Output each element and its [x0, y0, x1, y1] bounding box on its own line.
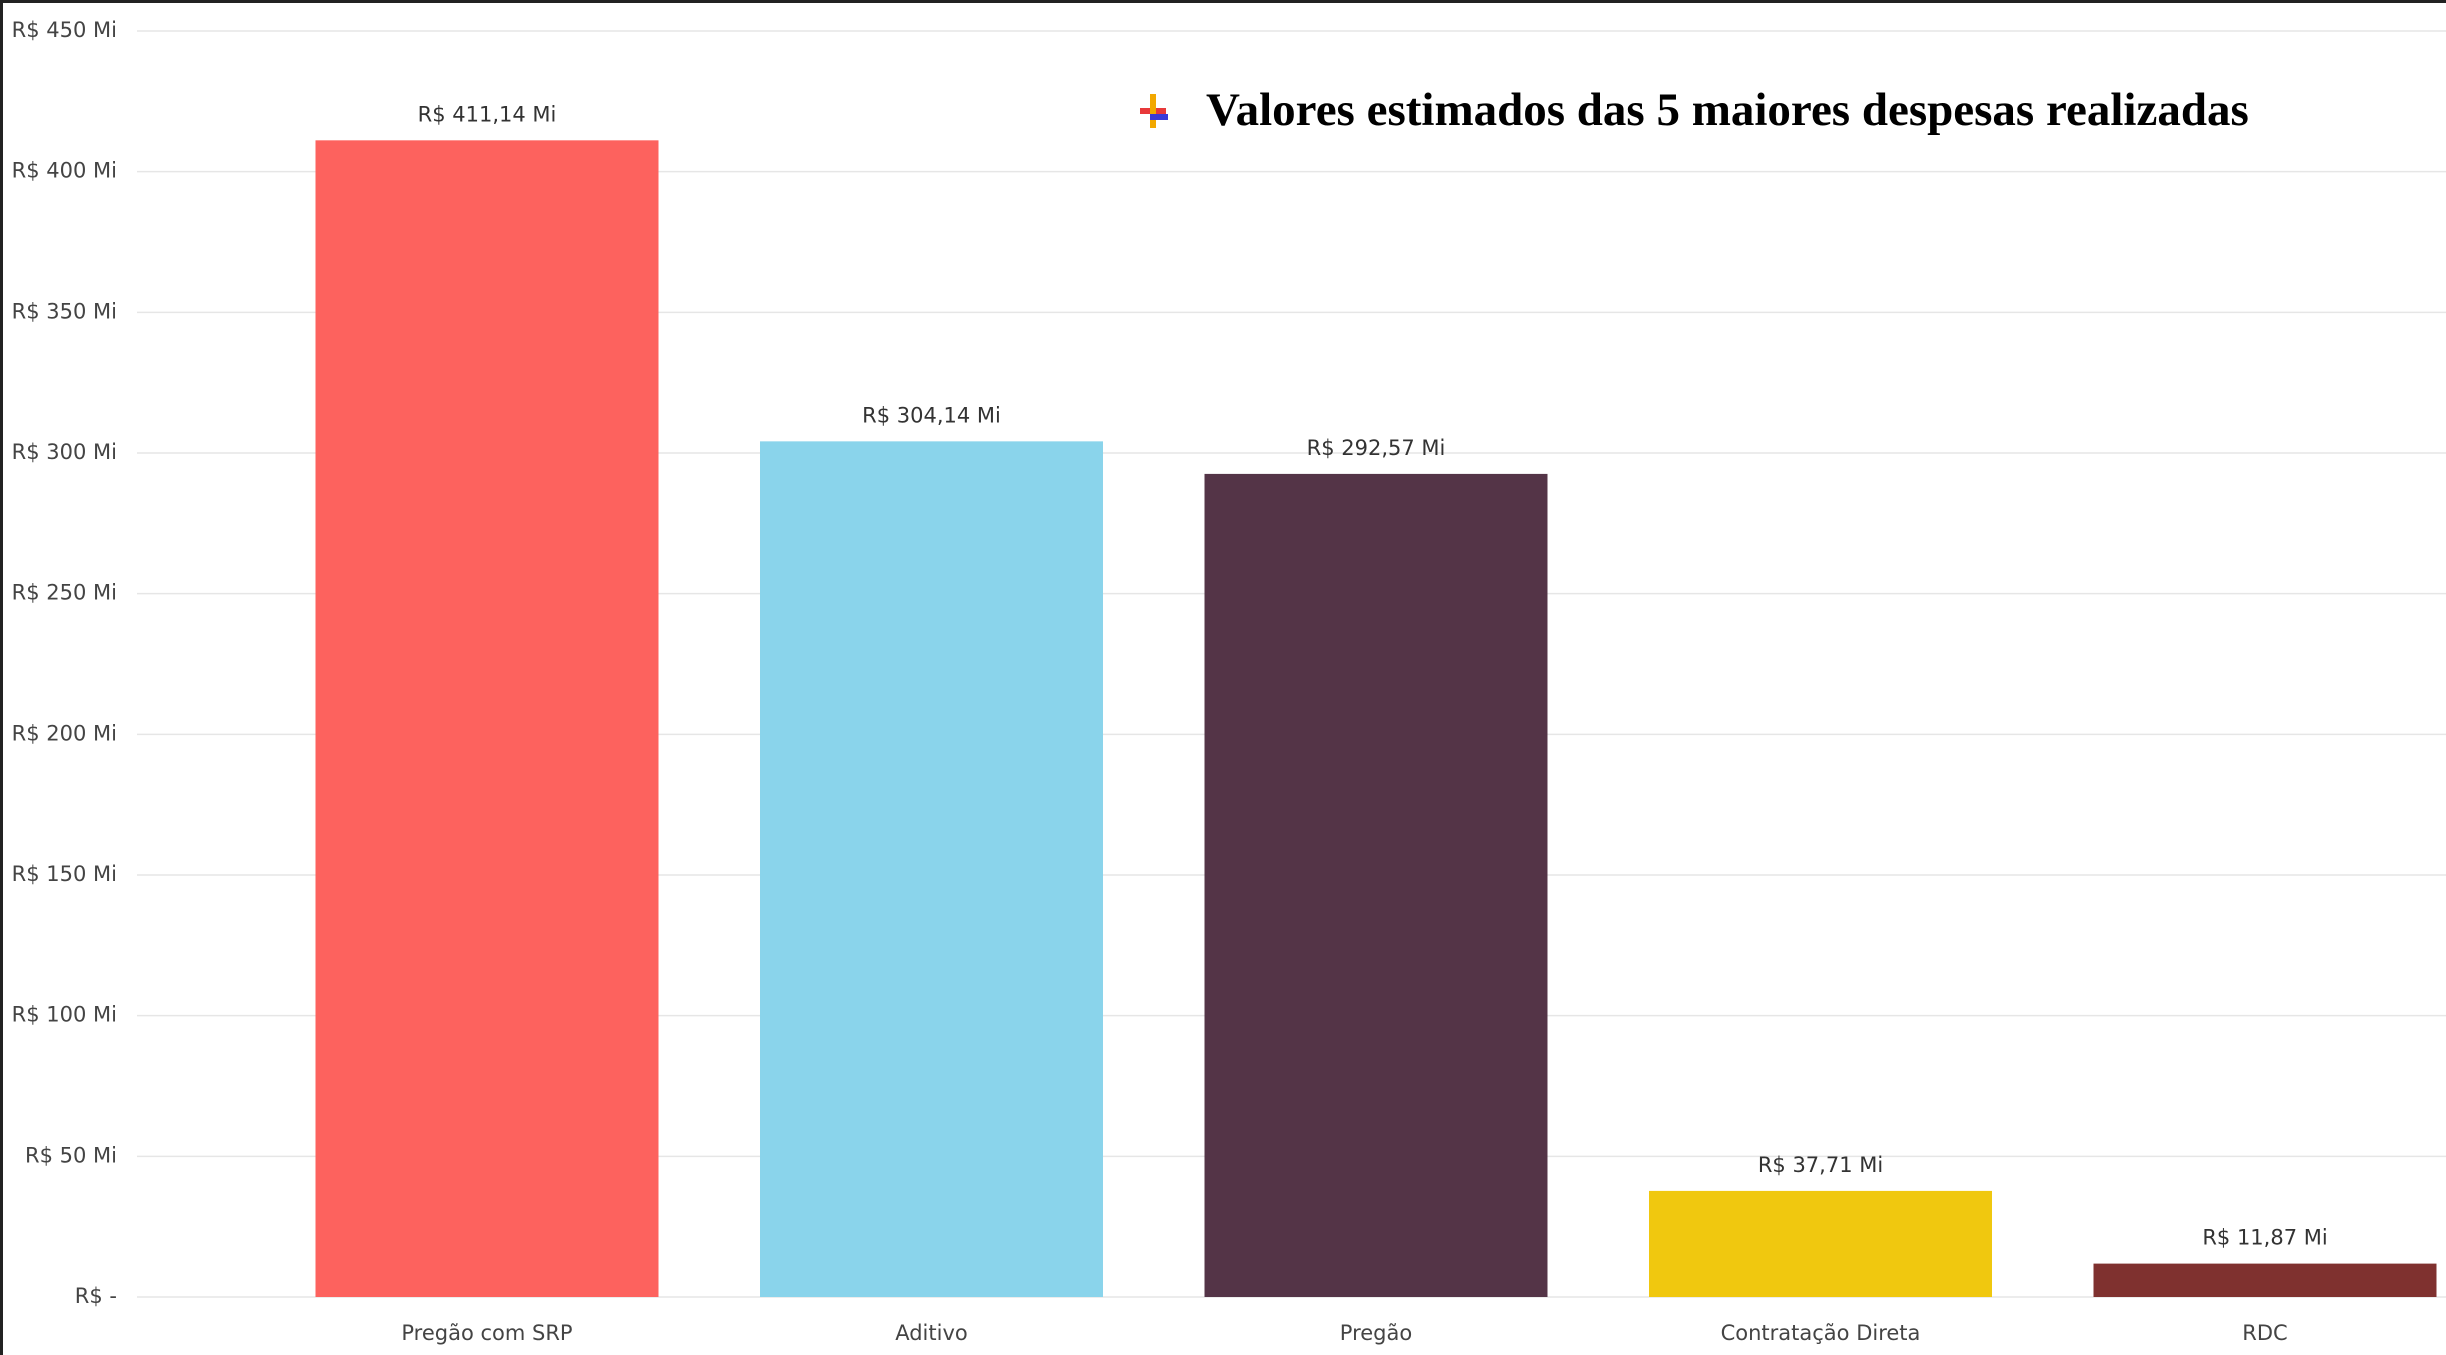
x-tick-label: Contratação Direta [1721, 1321, 1921, 1345]
value-label: R$ 292,57 Mi [1307, 436, 1446, 460]
x-tick-label: Pregão [1340, 1321, 1412, 1345]
bar [760, 441, 1103, 1298]
y-tick-label: R$ 200 Mi [12, 721, 117, 745]
x-tick-label: Aditivo [895, 1321, 968, 1345]
value-label: R$ 37,71 Mi [1758, 1153, 1883, 1177]
y-tick-label: R$ 150 Mi [12, 862, 117, 886]
title-icon [1140, 94, 1168, 128]
y-tick-label: R$ 250 Mi [12, 581, 117, 605]
y-tick-label: R$ 300 Mi [12, 440, 117, 464]
y-tick-label: R$ - [75, 1284, 117, 1308]
left-border [0, 0, 3, 1355]
y-tick-label: R$ 350 Mi [12, 299, 117, 323]
y-tick-label: R$ 100 Mi [12, 1003, 117, 1027]
bar [1649, 1190, 1992, 1297]
y-tick-label: R$ 450 Mi [12, 18, 117, 42]
bar [315, 140, 659, 1297]
bar [1204, 473, 1548, 1297]
value-label: R$ 304,14 Mi [862, 403, 1001, 427]
y-tick-label: R$ 50 Mi [25, 1143, 117, 1167]
x-tick-label: Pregão com SRP [401, 1321, 572, 1345]
top-border [0, 0, 2446, 3]
value-label: R$ 11,87 Mi [2202, 1226, 2327, 1250]
value-label: R$ 411,14 Mi [418, 102, 557, 126]
y-tick-label: R$ 400 Mi [12, 159, 117, 183]
bar [2093, 1263, 2437, 1297]
x-tick-label: RDC [2242, 1321, 2287, 1345]
chart-title: Valores estimados das 5 maiores despesas… [1206, 84, 2249, 136]
